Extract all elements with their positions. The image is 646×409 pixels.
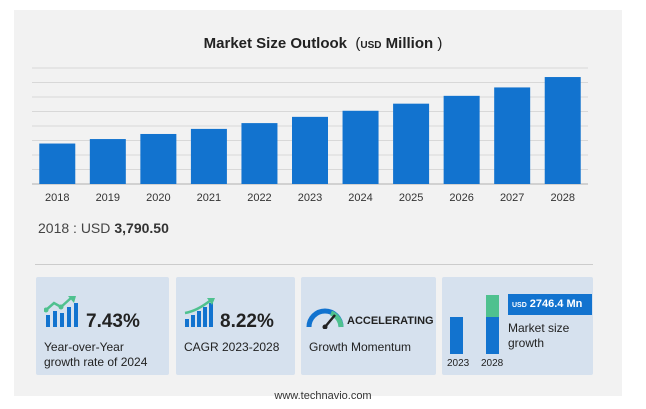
divider (35, 264, 593, 265)
bar-2027 (494, 87, 531, 184)
x-tick-label: 2026 (449, 192, 473, 204)
growth-stat-card: 2023 2028 Market size growth (442, 277, 593, 375)
bar-2026 (443, 95, 480, 184)
cagr-label: CAGR 2023-2028 (184, 340, 280, 354)
momentum-stat-card: ACCELERATING Growth Momentum (301, 277, 436, 375)
growth-year-end: 2028 (481, 358, 504, 369)
growth-label-1: Market size (508, 321, 570, 335)
x-tick-label: 2019 (96, 192, 120, 204)
growth-label-2: growth (508, 336, 545, 350)
x-tick-label: 2024 (348, 192, 372, 204)
first-year-value: 2018 : USD 3,790.50 (38, 220, 169, 236)
yoy-value: 7.43% (86, 311, 140, 332)
bar-2024 (342, 110, 379, 184)
bar-2023 (292, 116, 328, 184)
chart-title: Market Size Outlook (USD Million ) (203, 35, 443, 52)
bar-2025 (393, 103, 430, 184)
yoy-label-1: Year-over-Year (44, 340, 124, 354)
yoy-label-2: growth rate of 2024 (44, 355, 148, 369)
growth-bar-start (450, 317, 463, 354)
x-tick-label: 2020 (146, 192, 170, 204)
growth-year-start: 2023 (447, 358, 470, 369)
cagr-value: 8.22% (220, 311, 274, 332)
bar-2028 (544, 77, 581, 184)
growth-value-badge: USD 2746.4 Mn (508, 294, 592, 315)
momentum-label: Growth Momentum (309, 340, 412, 354)
cagr-stat-card: 8.22% CAGR 2023-2028 (176, 277, 295, 375)
x-tick-label: 2018 (45, 192, 69, 204)
x-tick-label: 2025 (399, 192, 423, 204)
x-tick-label: 2021 (197, 192, 221, 204)
x-tick-label: 2023 (298, 192, 322, 204)
bar-2018 (39, 143, 76, 184)
bar-2022 (241, 123, 278, 184)
x-tick-label: 2022 (247, 192, 271, 204)
yoy-stat-card: 7.43% Year-over-Year growth rate of 2024 (36, 277, 169, 375)
x-tick-label: 2028 (550, 192, 574, 204)
momentum-status: ACCELERATING (347, 315, 434, 327)
growth-bar-increment (486, 295, 499, 317)
bar-2020 (140, 133, 177, 184)
x-tick-label: 2027 (500, 192, 524, 204)
footer-url: www.technavio.com (274, 390, 372, 402)
bar-2021 (190, 128, 227, 184)
speedometer-icon (306, 308, 344, 329)
growth-bar-end (486, 317, 499, 354)
bar-2019 (89, 139, 126, 184)
rising-bars-icon (184, 298, 215, 327)
growth-chart-icon (44, 296, 78, 327)
